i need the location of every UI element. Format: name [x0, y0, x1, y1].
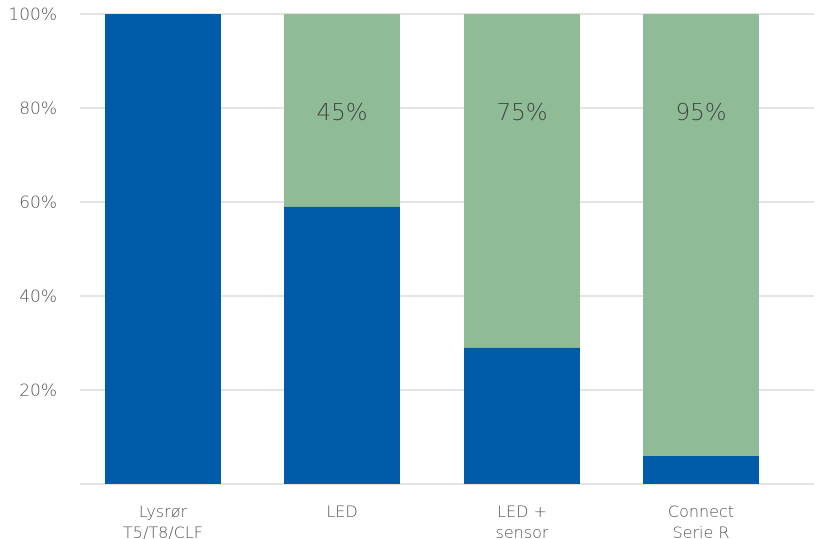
- bars: [105, 14, 759, 484]
- data-label: 45%: [316, 100, 367, 126]
- data-label: 75%: [496, 100, 547, 126]
- bar-segment-blue: [643, 455, 759, 484]
- data-labels: 45% 75% 95%: [316, 100, 726, 126]
- y-tick-label: 100%: [8, 5, 57, 25]
- y-tick-label: 80%: [19, 99, 57, 119]
- data-label: 95%: [675, 100, 726, 126]
- category-label: Lysrør: [139, 502, 188, 521]
- bar-segment-green: [643, 14, 759, 456]
- y-tick-label: 40%: [19, 287, 57, 307]
- bar-segment-green: [464, 14, 580, 348]
- bar-segment-blue: [464, 347, 580, 484]
- category-label: T5/T8/CLF: [123, 523, 203, 539]
- bar-segment-blue: [105, 14, 221, 484]
- x-axis-category-labels: Lysrør T5/T8/CLF LED LED + sensor Connect Seri…: [123, 502, 734, 539]
- category-label: Connect: [668, 502, 734, 521]
- category-label: LED +: [497, 502, 547, 521]
- category-label: sensor: [495, 523, 548, 539]
- y-axis-tick-labels: 20% 40% 60% 80% 100%: [8, 5, 57, 401]
- bar-segment-blue: [284, 206, 400, 484]
- y-tick-label: 60%: [19, 193, 57, 213]
- y-tick-label: 20%: [19, 381, 57, 401]
- bar-segment-green: [284, 14, 400, 207]
- category-label: Serie R: [672, 523, 729, 539]
- category-label: LED: [326, 502, 357, 521]
